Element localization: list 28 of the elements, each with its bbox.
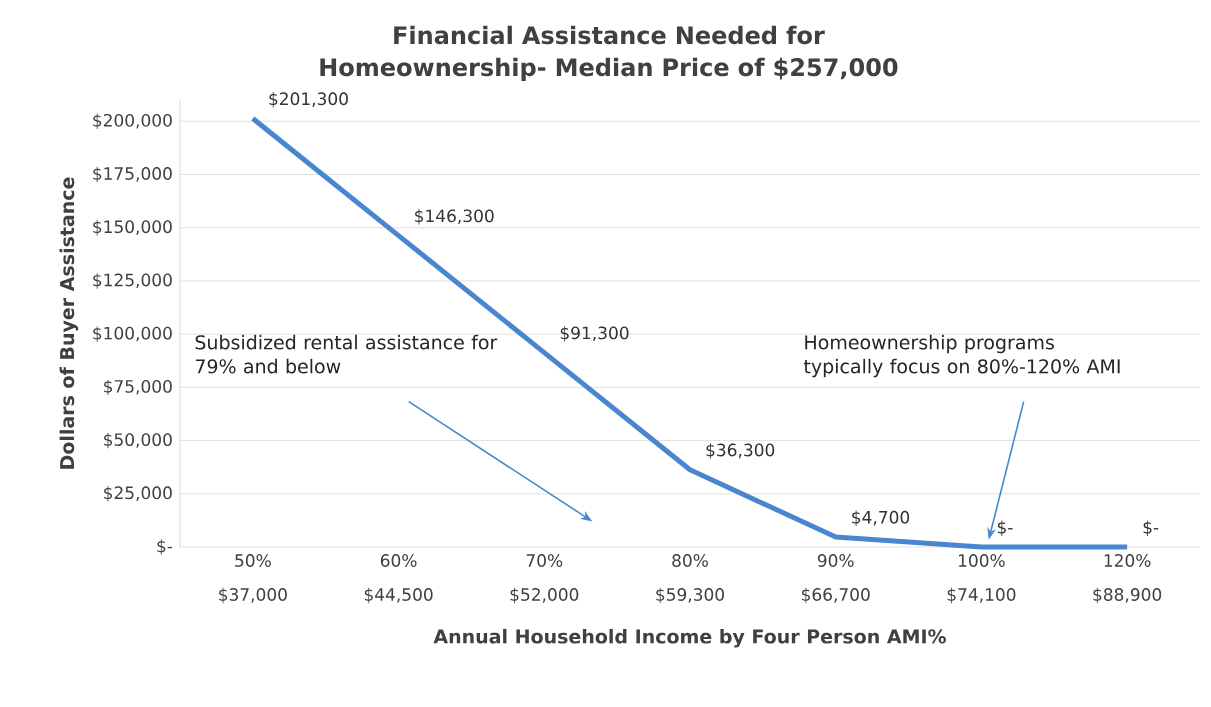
data-label: $36,300 [706, 443, 775, 459]
annotation: Homeownership programs typically focus on 80%-120% AMI [803, 334, 1120, 378]
data-label: $4,700 [852, 510, 910, 526]
y-tick-label: $100,000 [93, 326, 172, 342]
data-label: $201,300 [269, 92, 348, 108]
category-label: 70% $52,000 [510, 554, 579, 604]
data-label: $91,300 [560, 326, 629, 342]
category-label: 80% $59,300 [656, 554, 724, 604]
y-tick-label: $- [157, 539, 173, 555]
y-axis-title: Dollars of Buyer Assistance [59, 177, 79, 469]
y-tick-label: $200,000 [93, 113, 172, 129]
category-label: 90% $66,700 [801, 554, 870, 604]
category-label: 50% $37,000 [219, 554, 287, 604]
category-label: 60% $44,500 [364, 554, 433, 604]
annotation: Subsidized rental assistance for 79% and below [195, 334, 498, 374]
data-label: $146,300 [415, 209, 494, 225]
y-tick-label: $75,000 [104, 379, 172, 396]
chart-title: Financial Assistance Needed for Homeownership- Median Price of $257,000 [320, 25, 898, 81]
y-tick-label: $50,000 [104, 432, 172, 449]
data-label: $- [1143, 520, 1159, 536]
data-label: $- [997, 520, 1013, 536]
y-tick-label: $125,000 [93, 273, 172, 289]
y-tick-label: $150,000 [93, 219, 172, 236]
x-axis-title: Annual Household Income by Four Person AMI% [433, 628, 946, 648]
category-label: 100% $74,100 [947, 554, 1016, 604]
y-tick-label: $25,000 [104, 486, 172, 502]
category-label: 120% $88,900 [1093, 554, 1162, 604]
y-tick-label: $175,000 [93, 166, 172, 183]
